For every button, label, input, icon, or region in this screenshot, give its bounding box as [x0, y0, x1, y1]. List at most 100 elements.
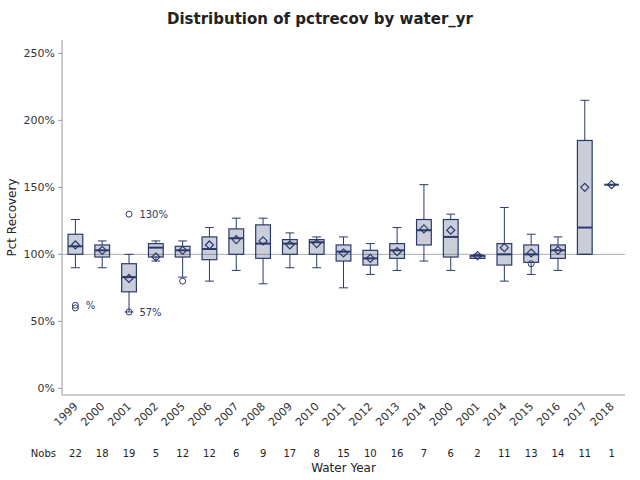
y-axis: 0%50%100%150%200%250%: [24, 40, 62, 395]
median: [122, 276, 137, 278]
x-tick-label: 2000: [78, 400, 107, 429]
nobs-value: 6: [448, 448, 454, 459]
y-tick-label: 100%: [24, 248, 55, 261]
box-group: [175, 241, 190, 284]
nobs-value: 19: [123, 448, 136, 459]
box-group: [604, 181, 619, 189]
whisker-lower: [557, 258, 558, 270]
whisker-upper: [343, 237, 344, 245]
median: [363, 257, 378, 259]
mean: [179, 246, 187, 254]
box-group: [443, 214, 458, 270]
cap-upper: [151, 240, 160, 241]
cap-lower: [446, 270, 455, 271]
box: [202, 237, 217, 260]
box-group: [336, 237, 351, 288]
whisker-lower: [450, 257, 451, 270]
cap-lower: [205, 281, 214, 282]
mean: [340, 249, 348, 257]
box: [336, 245, 351, 261]
nobs-value: 17: [284, 448, 297, 459]
cap-upper: [580, 100, 589, 101]
box-group: [122, 211, 137, 315]
median: [309, 241, 324, 243]
nobs-value: 5: [153, 448, 159, 459]
annotation: 130%: [139, 209, 168, 220]
mean: [232, 236, 240, 244]
nobs-value: 18: [96, 448, 109, 459]
mean: [366, 254, 374, 262]
whisker-upper: [209, 228, 210, 237]
annotation: 57%: [139, 307, 161, 318]
median: [68, 245, 83, 247]
x-tick-label: 1999: [52, 400, 81, 429]
x-tick-label: 2008: [239, 400, 268, 429]
cap-lower: [71, 267, 80, 268]
whisker-upper: [75, 220, 76, 235]
cap-lower: [393, 270, 402, 271]
whisker-lower: [289, 254, 290, 267]
cap-upper: [527, 234, 536, 235]
whisker-lower: [75, 254, 76, 267]
mean: [125, 274, 133, 282]
x-tick-label: 2010: [293, 400, 322, 429]
median: [577, 227, 592, 229]
box-group: [390, 228, 405, 271]
mean: [554, 246, 562, 254]
mean: [259, 237, 267, 245]
whisker-upper: [397, 228, 398, 244]
x-axis-line: [62, 395, 625, 396]
whisker-lower: [236, 254, 237, 270]
x-tick-label: 2015: [507, 400, 536, 429]
whisker-upper: [584, 100, 585, 140]
cap-upper: [232, 218, 241, 219]
flier: [72, 305, 78, 311]
whisker-lower: [102, 257, 103, 268]
box-group: [577, 100, 592, 254]
box: [390, 244, 405, 259]
x-tick-label: 2011: [320, 400, 349, 429]
nobs-value: 11: [498, 448, 511, 459]
cap-lower: [420, 261, 429, 262]
cap-lower: [339, 287, 348, 288]
whisker-lower: [397, 258, 398, 270]
box-group: [309, 237, 324, 268]
mean: [608, 181, 616, 189]
nobs-value: 11: [578, 448, 591, 459]
box-group: [551, 237, 566, 270]
nobs-value: 16: [391, 448, 404, 459]
y-axis-line: [62, 40, 63, 395]
y-tick-label: 200%: [24, 114, 55, 127]
x-tick-label: 2014: [400, 400, 429, 429]
y-tick-label: 150%: [24, 181, 55, 194]
whisker-upper: [236, 218, 237, 229]
median: [551, 249, 566, 251]
box-group: [497, 207, 512, 281]
mean: [393, 248, 401, 256]
x-tick-label: 2007: [212, 400, 241, 429]
cap-upper: [178, 240, 187, 241]
nobs-value: 6: [233, 448, 239, 459]
nobs-label: Nobs: [31, 448, 56, 459]
cap-lower: [500, 281, 509, 282]
cap-upper: [98, 240, 107, 241]
cap-upper: [339, 236, 348, 237]
x-tick-label: 2001: [454, 400, 483, 429]
cap-lower: [527, 274, 536, 275]
mean: [152, 253, 160, 261]
cap-upper: [125, 254, 134, 255]
whisker-upper: [370, 244, 371, 251]
cap-upper: [554, 236, 563, 237]
box: [256, 225, 271, 258]
median: [390, 249, 405, 251]
x-tick-label: 2012: [346, 400, 375, 429]
nobs-value: 12: [176, 448, 189, 459]
box-group: [417, 185, 432, 261]
marks: [62, 100, 625, 315]
median: [229, 237, 244, 239]
median: [175, 249, 190, 251]
whisker-lower: [343, 261, 344, 288]
mean: [205, 241, 213, 249]
box: [524, 245, 539, 262]
box: [470, 256, 485, 259]
